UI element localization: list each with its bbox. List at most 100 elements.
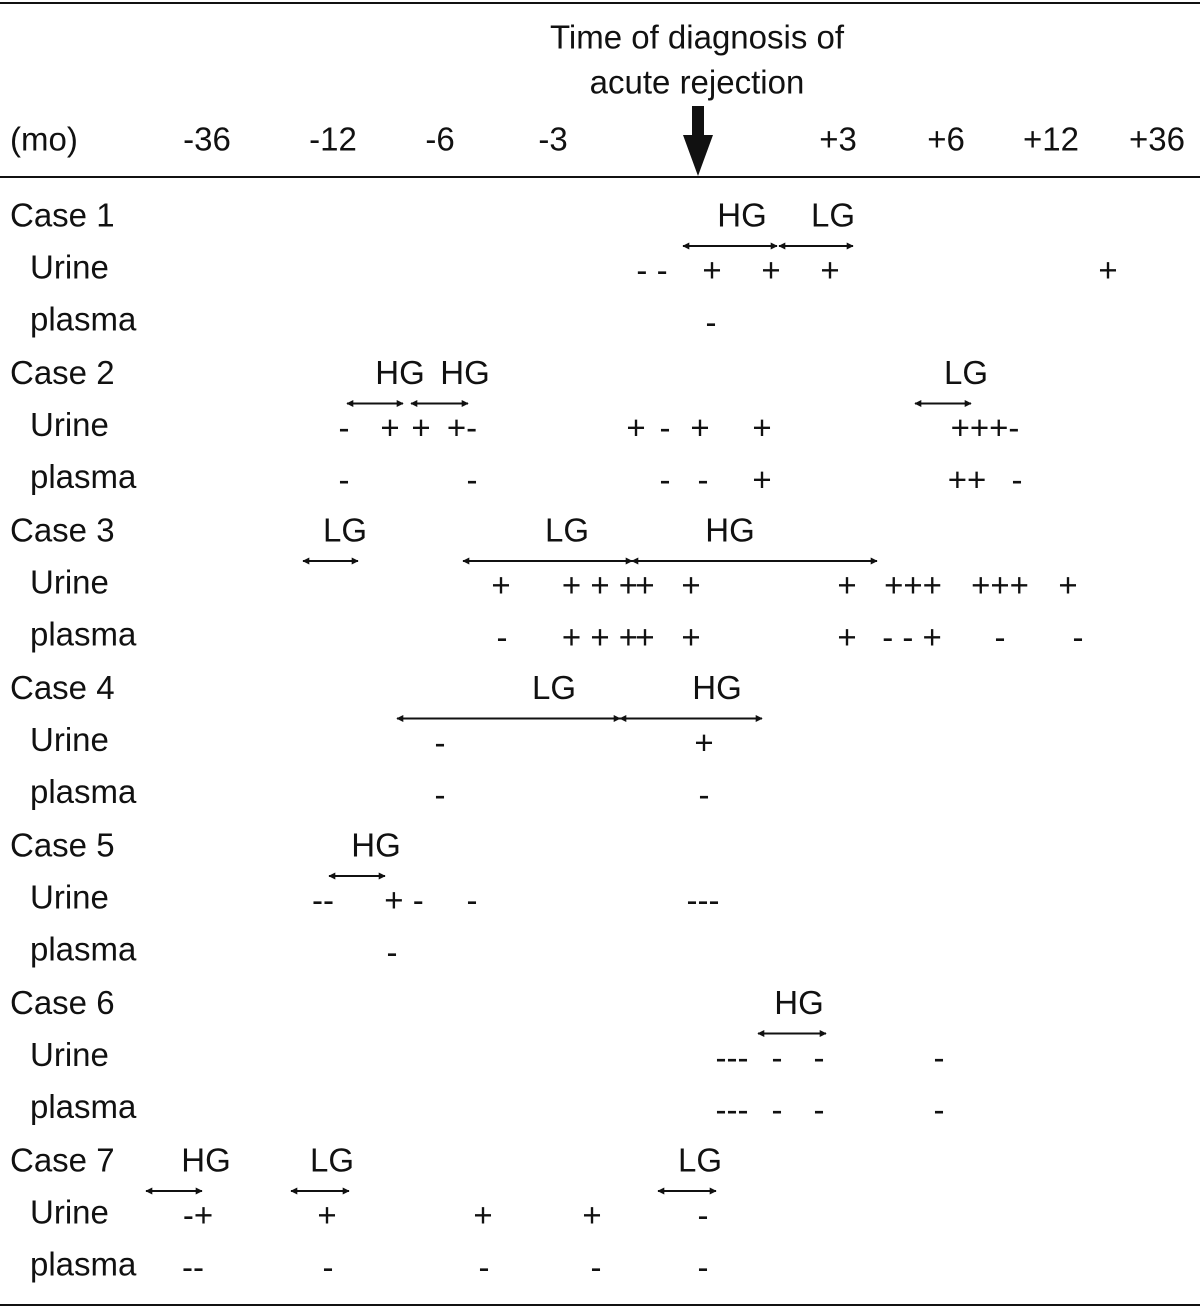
time-point: +3 [819, 121, 857, 158]
result-mark: + [761, 252, 780, 289]
sample-label: plasma [30, 773, 137, 810]
time-point: -6 [425, 121, 454, 158]
sample-label: plasma [30, 458, 137, 495]
result-mark: - [323, 1249, 334, 1286]
result-mark: - [1073, 619, 1084, 656]
grade-label: LG [811, 197, 855, 234]
result-mark: - [995, 619, 1006, 656]
result-mark: - [497, 619, 508, 656]
result-mark: + - [384, 882, 423, 919]
time-point: -3 [538, 121, 567, 158]
grade-label: LG [545, 512, 589, 549]
sample-label: Urine [30, 1194, 109, 1231]
result-mark: + [690, 409, 709, 446]
sample-label: plasma [30, 1246, 137, 1283]
result-mark: + [1058, 567, 1077, 604]
result-mark: + + + [562, 567, 638, 604]
result-mark: + [626, 409, 645, 446]
result-mark: --- [687, 882, 720, 919]
result-mark: - - [636, 252, 667, 289]
time-point: +6 [927, 121, 965, 158]
title-line: acute rejection [590, 64, 805, 101]
result-mark: - [772, 1091, 783, 1128]
result-mark: + [820, 252, 839, 289]
result-mark: --- [716, 1039, 749, 1076]
result-mark: + [635, 567, 654, 604]
result-mark: + [491, 567, 510, 604]
result-mark: - [387, 934, 398, 971]
result-mark: + [837, 567, 856, 604]
result-mark: - [1012, 461, 1023, 498]
result-mark: - [479, 1249, 490, 1286]
sample-label: Urine [30, 879, 109, 916]
grade-label: LG [323, 512, 367, 549]
case-label: Case 2 [10, 354, 115, 391]
result-mark: -+ [183, 1197, 213, 1234]
result-mark: - [660, 409, 671, 446]
result-mark: + [752, 409, 771, 446]
result-mark: -- [182, 1249, 204, 1286]
result-mark: + [752, 461, 771, 498]
result-mark: + [694, 724, 713, 761]
time-point: +12 [1023, 121, 1079, 158]
result-mark: + [681, 567, 700, 604]
result-mark: - [706, 304, 717, 341]
result-mark: + [380, 409, 399, 446]
result-mark: - [467, 461, 478, 498]
grade-label: LG [944, 354, 988, 391]
result-mark: - [698, 461, 709, 498]
result-mark: - [698, 1197, 709, 1234]
result-mark: - [435, 724, 446, 761]
sample-label: Urine [30, 1036, 109, 1073]
result-mark: - - + [882, 619, 942, 656]
result-mark: - [339, 409, 350, 446]
result-mark: - [591, 1249, 602, 1286]
result-mark: - [699, 776, 710, 813]
result-mark: - [435, 776, 446, 813]
result-mark: --- [716, 1091, 749, 1128]
grade-label: HG [181, 1142, 231, 1179]
result-mark: ++ [948, 461, 987, 498]
sample-label: plasma [30, 301, 137, 338]
result-mark: - [814, 1091, 825, 1128]
time-point: -36 [183, 121, 231, 158]
result-mark: - [660, 461, 671, 498]
result-mark: - [814, 1039, 825, 1076]
result-mark: + [681, 619, 700, 656]
grade-label: LG [532, 669, 576, 706]
result-mark: - [698, 1249, 709, 1286]
sample-label: Urine [30, 721, 109, 758]
result-mark: + [317, 1197, 336, 1234]
time-point: +36 [1129, 121, 1185, 158]
sample-label: Urine [30, 564, 109, 601]
time-point: -12 [309, 121, 357, 158]
grade-label: HG [440, 354, 490, 391]
grade-label: HG [774, 984, 824, 1021]
result-mark: + [635, 619, 654, 656]
sample-label: plasma [30, 616, 137, 653]
result-mark: +- [447, 409, 477, 446]
grade-label: HG [375, 354, 425, 391]
case-label: Case 3 [10, 512, 115, 549]
result-mark: - [934, 1039, 945, 1076]
sample-label: Urine [30, 249, 109, 286]
result-mark: - [772, 1039, 783, 1076]
result-mark: - [934, 1091, 945, 1128]
result-mark: + [411, 409, 430, 446]
result-mark: + [1098, 252, 1117, 289]
diagnosis-arrow [683, 106, 713, 176]
title-line: Time of diagnosis of [550, 19, 845, 56]
grade-label: HG [692, 669, 742, 706]
result-mark: + + + [562, 619, 638, 656]
result-mark: - [467, 882, 478, 919]
grade-label: HG [717, 197, 767, 234]
grade-label: LG [678, 1142, 722, 1179]
result-mark: +++ [884, 567, 942, 604]
grade-label: HG [351, 827, 401, 864]
sample-label: Urine [30, 406, 109, 443]
result-mark: +++- [951, 409, 1020, 446]
result-mark: + [582, 1197, 601, 1234]
case-label: Case 1 [10, 197, 115, 234]
case-label: Case 5 [10, 827, 115, 864]
